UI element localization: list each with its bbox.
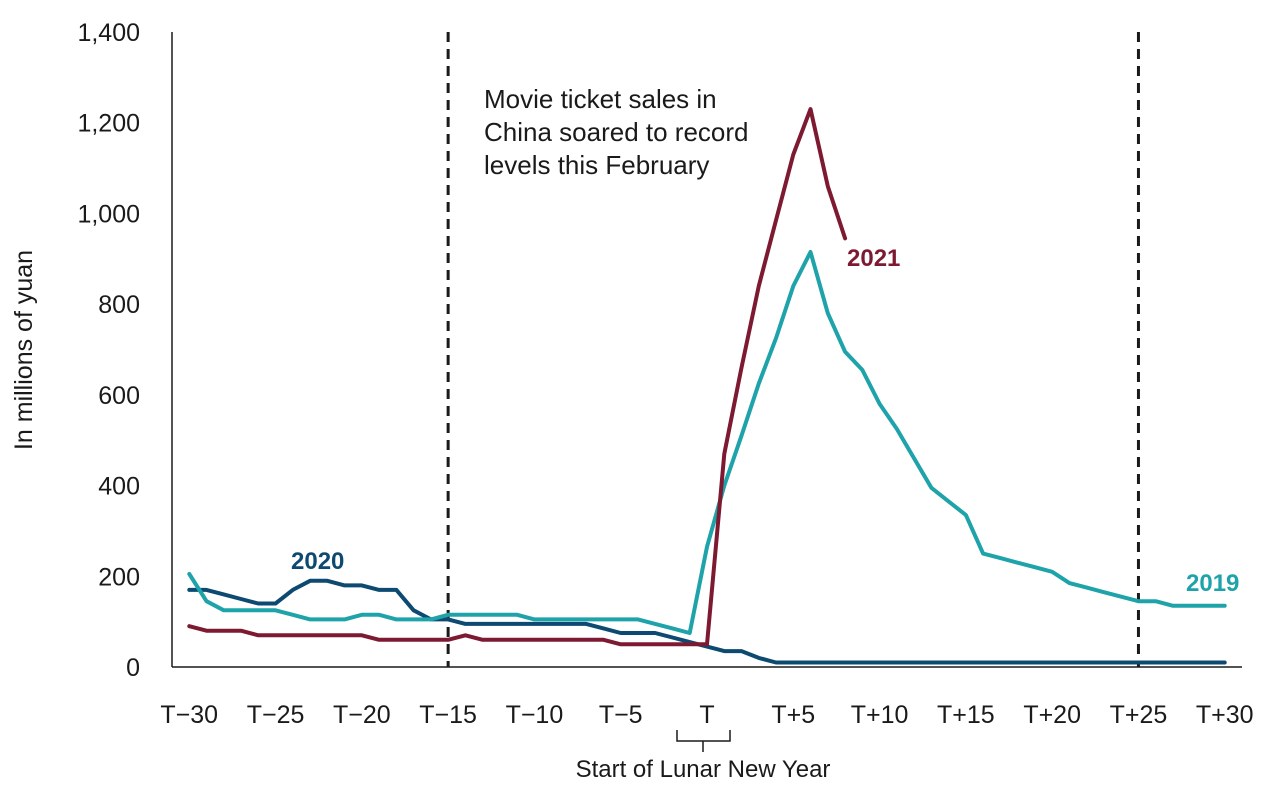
x-tick-label: T+5 xyxy=(771,701,815,729)
x-tick-label: T−15 xyxy=(419,701,477,729)
x-tick-label: T xyxy=(699,701,714,729)
y-axis-title: In millions of yuan xyxy=(10,250,38,450)
series-line-2021 xyxy=(187,107,848,647)
lunar-new-year-bracket: Start of Lunar New Year xyxy=(576,730,831,783)
x-sublabel: Start of Lunar New Year xyxy=(576,756,831,783)
series-lines xyxy=(187,107,1227,665)
series-line-2020 xyxy=(187,578,1227,665)
y-tick-label: 200 xyxy=(98,563,140,591)
reference-lines xyxy=(446,32,1140,667)
x-axis: T−30 T−25 T−20 T−15 T−10 T−5 T T+5 T+10 T+15 T+20 T… xyxy=(160,666,1254,729)
y-tick-label: 1,400 xyxy=(77,19,140,47)
x-tick-label: T−5 xyxy=(599,701,643,729)
series-label-2019: 2019 xyxy=(1186,570,1239,597)
x-tick-label: T−10 xyxy=(506,701,564,729)
x-tick-label: T+25 xyxy=(1110,701,1168,729)
y-tick-label: 1,000 xyxy=(77,200,140,228)
y-tick-labels: 0 200 400 600 800 1,000 1,200 1,400 xyxy=(77,19,140,682)
x-tick-label: T+30 xyxy=(1196,701,1254,729)
x-tick-label: T+20 xyxy=(1023,701,1081,729)
y-tick-label: 400 xyxy=(98,473,140,501)
x-tick-label: T+10 xyxy=(851,701,909,729)
annotation-line-1: Movie ticket sales in xyxy=(484,84,717,114)
x-tick-label: T−25 xyxy=(247,701,305,729)
y-axis: 0 200 400 600 800 1,000 1,200 1,400 xyxy=(77,19,173,682)
annotation-line-2: China soared to record xyxy=(484,117,748,147)
x-tick-label: T−30 xyxy=(160,701,218,729)
x-tick-label: T+15 xyxy=(937,701,995,729)
series-labels: 2020 2021 2019 xyxy=(291,245,1239,597)
series-label-2021: 2021 xyxy=(847,245,900,272)
y-tick-label: 600 xyxy=(98,382,140,410)
annotation-text: Movie ticket sales in China soared to re… xyxy=(484,84,756,180)
x-tick-labels: T−30 T−25 T−20 T−15 T−10 T−5 T T+5 T+10 T+15 T+20 T… xyxy=(160,701,1253,729)
y-tick-label: 0 xyxy=(126,654,140,682)
x-tick-label: T−20 xyxy=(333,701,391,729)
annotation-line-3: levels this February xyxy=(484,150,709,180)
bracket-shape xyxy=(676,730,731,752)
y-tick-label: 1,200 xyxy=(77,110,140,138)
series-line-2019 xyxy=(187,250,1227,635)
y-tick-label: 800 xyxy=(98,291,140,319)
series-label-2020: 2020 xyxy=(291,548,344,575)
